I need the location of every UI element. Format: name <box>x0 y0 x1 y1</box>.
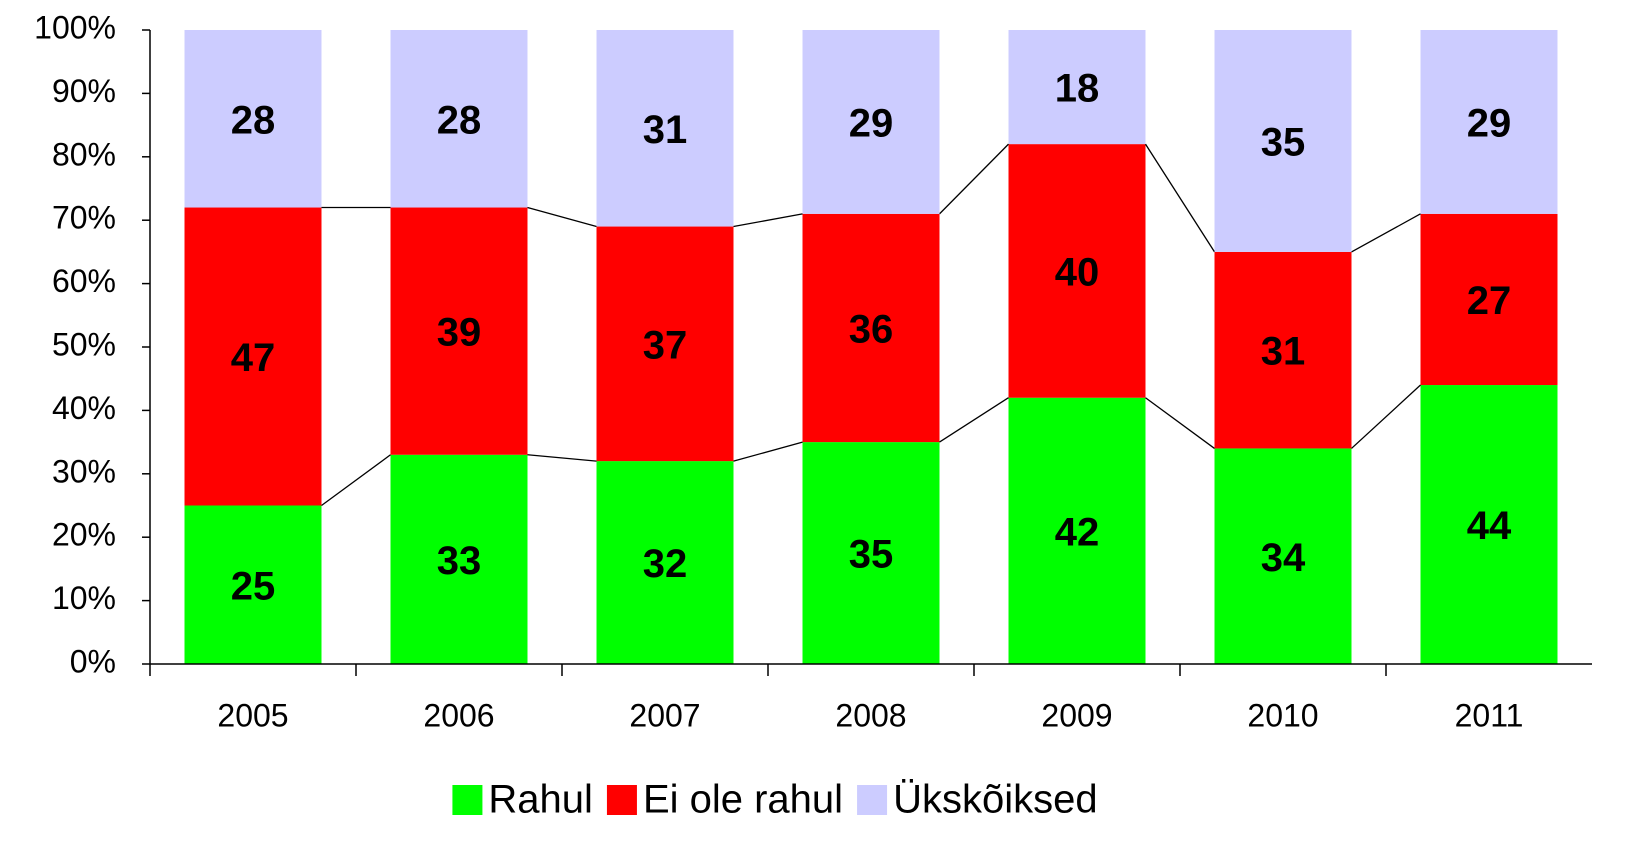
bar-segment <box>802 30 940 214</box>
value-label: 28 <box>231 98 276 142</box>
x-tick-label: 2005 <box>217 697 288 733</box>
series-line <box>939 143 1009 215</box>
value-label: 28 <box>437 98 482 142</box>
value-label: 40 <box>1055 250 1100 294</box>
bar-segment <box>1214 251 1352 449</box>
series-line <box>1351 213 1421 253</box>
value-label: 31 <box>643 108 688 152</box>
bar-segment <box>802 213 940 443</box>
bar-segment <box>1008 144 1146 398</box>
x-tick-label: 2006 <box>423 697 494 733</box>
value-label: 35 <box>1261 121 1306 165</box>
bar-segment <box>184 505 322 664</box>
bar-segment <box>1420 30 1558 214</box>
bar-segment <box>1214 448 1352 664</box>
bar-segment <box>184 207 322 506</box>
series-line <box>939 397 1009 443</box>
value-label: 27 <box>1467 279 1512 323</box>
y-tick-label: 70% <box>52 200 116 236</box>
bar-segment <box>390 207 528 455</box>
x-tick-label: 2010 <box>1247 697 1318 733</box>
bar-segment <box>1008 30 1146 145</box>
bar-segment <box>390 454 528 664</box>
legend: Rahul Ei ole rahul Ükskõiksed <box>452 778 1098 822</box>
legend-label: Rahul <box>488 778 593 822</box>
bar-segment <box>184 30 322 208</box>
bar-segment <box>596 226 734 462</box>
bar-segment <box>1214 30 1352 252</box>
series-line <box>1144 143 1216 253</box>
y-tick-label: 60% <box>52 263 116 299</box>
bar-segment <box>596 461 734 664</box>
x-tick-label: 2011 <box>1455 697 1524 733</box>
series-line <box>527 206 597 228</box>
bar-segment <box>1008 397 1146 664</box>
value-label: 36 <box>849 308 894 352</box>
x-tick-label: 2007 <box>629 697 700 733</box>
value-label: 44 <box>1467 504 1512 548</box>
series-line <box>527 454 597 462</box>
y-tick-label: 30% <box>52 453 116 489</box>
y-tick-label: 90% <box>52 73 116 109</box>
value-label: 18 <box>1055 67 1100 111</box>
y-tick-label: 0% <box>70 643 116 679</box>
value-label: 39 <box>437 311 482 355</box>
series-line <box>321 454 391 507</box>
value-label: 35 <box>849 533 894 577</box>
value-label: 42 <box>1055 510 1100 554</box>
series-line <box>1351 384 1421 449</box>
value-label: 33 <box>437 539 482 583</box>
x-tick-label: 2008 <box>835 697 906 733</box>
series-line <box>1145 397 1215 449</box>
legend-swatch <box>606 785 637 815</box>
y-tick-label: 20% <box>52 517 116 553</box>
value-label: 47 <box>231 336 276 380</box>
bar-segment <box>1420 385 1558 664</box>
series-line <box>733 213 803 228</box>
legend-swatch <box>452 785 483 815</box>
y-tick-label: 50% <box>52 326 116 362</box>
value-label: 29 <box>1467 101 1512 145</box>
x-tick-label: 2009 <box>1041 697 1112 733</box>
bar-segment <box>596 30 734 227</box>
legend-label: Ei ole rahul <box>643 778 843 822</box>
value-label: 32 <box>643 542 688 586</box>
y-tick-label: 80% <box>52 136 116 172</box>
bar-segment <box>390 30 528 208</box>
value-label: 37 <box>643 323 688 367</box>
value-label: 25 <box>231 564 276 608</box>
bar-segment <box>1420 213 1558 386</box>
legend-label: Ükskõiksed <box>893 778 1098 822</box>
value-label: 34 <box>1261 536 1306 580</box>
bar-segment <box>802 442 940 664</box>
value-label: 29 <box>849 101 894 145</box>
legend-swatch <box>857 785 888 815</box>
value-label: 31 <box>1261 330 1306 374</box>
y-tick-label: 10% <box>52 580 116 616</box>
y-tick-label: 40% <box>52 390 116 426</box>
series-line <box>733 441 803 462</box>
y-tick-label: 100% <box>34 9 116 45</box>
